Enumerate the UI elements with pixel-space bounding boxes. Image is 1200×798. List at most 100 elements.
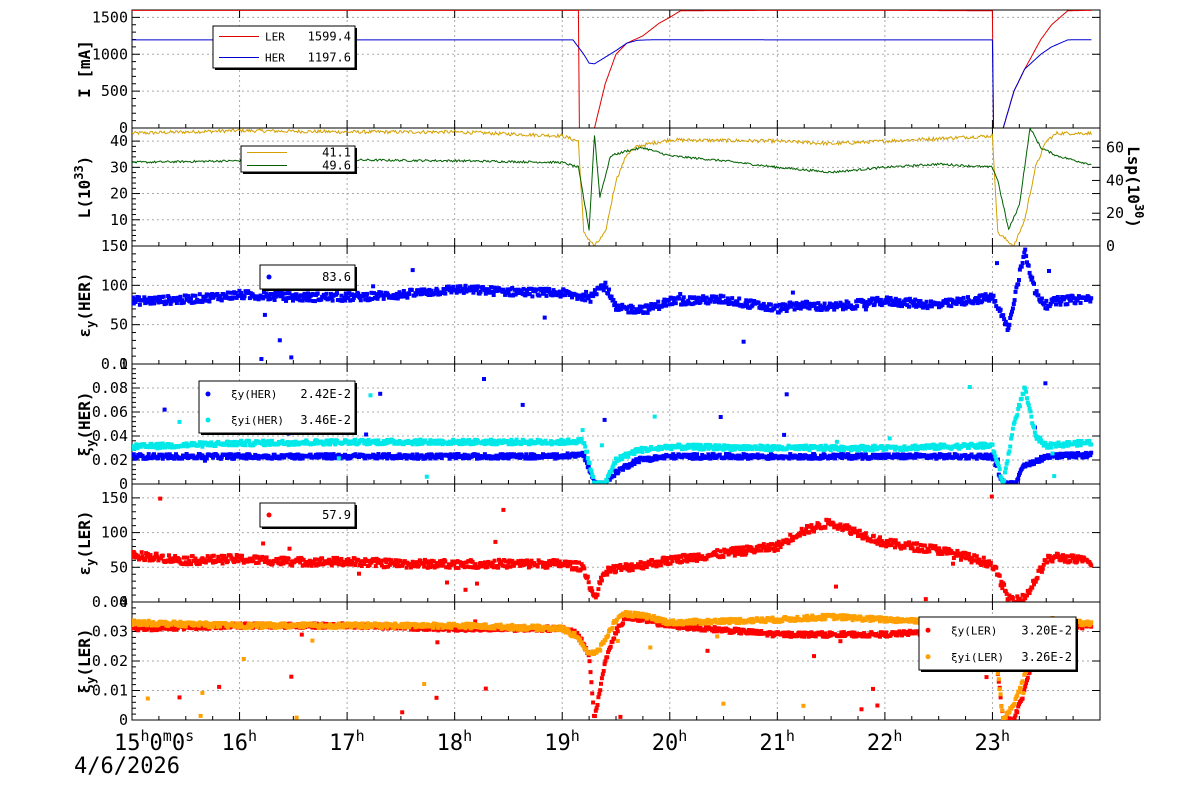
data-point [687,301,691,306]
data-point [1011,302,1016,306]
data-point [359,564,364,568]
data-point [405,295,410,300]
data-point [879,539,884,543]
data-point [1006,484,1010,488]
data-point [981,561,985,566]
data-point [859,532,864,537]
data-point [352,556,357,561]
data-point [465,440,470,445]
data-point [135,446,140,451]
data-point [496,565,501,570]
data-point [1006,451,1011,456]
data-point [361,559,366,564]
data-point [1008,316,1013,320]
data-point [262,560,267,564]
data-point [1043,558,1048,563]
data-point [363,456,368,461]
data-point [885,454,889,459]
data-point [169,556,174,561]
data-point [589,586,594,591]
data-point [910,546,915,551]
data-point [1041,562,1046,567]
data-point [315,557,320,562]
legend-entry-value: 49.6 [322,159,351,173]
data-point [470,559,475,564]
data-point [862,304,867,309]
data-point [577,560,581,565]
data-point [1027,406,1032,411]
data-point [624,462,629,467]
data-point [878,297,883,302]
data-point [1017,278,1021,282]
data-point [838,448,843,453]
data-point [142,295,147,300]
data-point [649,302,654,306]
data-point [963,551,968,555]
data-point [236,559,241,564]
data-point [441,287,446,291]
data-point [285,440,290,444]
data-point [792,307,797,312]
data-point [272,298,277,302]
data-point [159,452,164,457]
data-point [547,287,552,291]
data-point [295,558,300,563]
data-point [946,303,951,308]
data-point [684,555,689,560]
data-point [1048,441,1053,446]
data-point [456,286,461,291]
data-point [833,456,838,461]
data-point [642,310,647,315]
data-point [1009,436,1014,441]
data-point [551,452,556,457]
data-point [152,301,156,306]
data-point [730,296,735,301]
data-point [392,560,397,565]
data-point [159,556,163,561]
data-point [581,564,586,569]
data-point [453,287,458,292]
data-point [645,310,650,315]
data-point [797,447,801,452]
data-point [1036,293,1041,298]
data-point [998,307,1003,312]
data-point [174,452,178,457]
data-point [756,300,761,305]
data-point [844,455,849,460]
data-point [621,467,625,472]
data-point [396,455,401,460]
data-point [935,548,940,553]
data-point [952,551,957,556]
legend: ξy(HER) 2.42E-2 ξyi(HER) 3.46E-2 [198,380,357,435]
data-point [1087,438,1092,443]
data-point [401,292,405,297]
data-point [768,456,772,461]
data-point [385,456,390,461]
data-point [648,562,653,567]
data-point [675,559,680,564]
data-point [160,553,165,558]
data-point [415,452,420,457]
y-tick-label: 50 [110,316,128,334]
data-point [467,288,471,293]
data-point [982,559,987,564]
data-point [277,290,281,295]
data-point [284,560,289,565]
data-point [413,564,418,569]
data-point [971,301,976,306]
data-point [817,522,822,527]
data-point [991,293,996,298]
data-point [598,581,603,586]
data-point [200,444,205,449]
data-point [864,304,869,308]
data-point [822,448,827,452]
data-point [944,455,949,460]
data-point [240,553,244,558]
data-point [1052,474,1057,479]
data-point [512,287,517,292]
data-point [520,402,525,407]
series-line-trace-0 [132,128,1092,246]
data-point [414,292,419,297]
